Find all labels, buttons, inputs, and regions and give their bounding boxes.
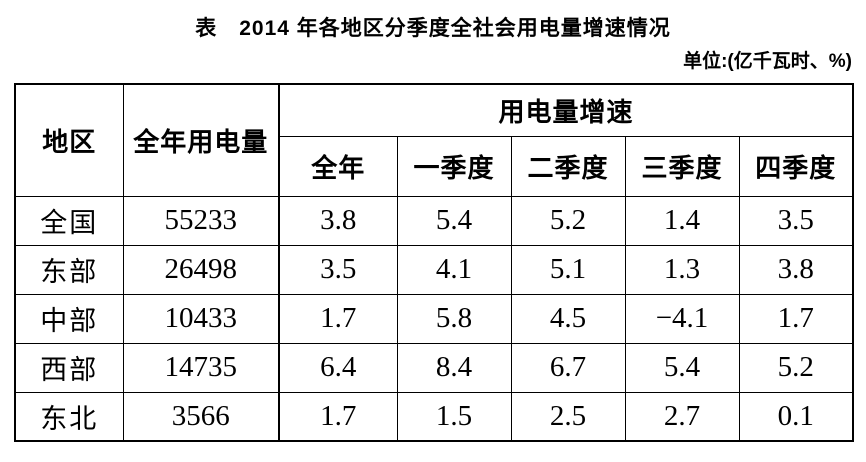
col-header-q1: 一季度 (396, 135, 512, 197)
cell-region: 全国 (14, 195, 124, 246)
table-row-national: 全国 55233 3.8 5.4 5.2 1.4 3.5 (14, 195, 854, 246)
col-header-q2: 二季度 (510, 135, 626, 197)
col-header-growth-annual: 全年 (278, 135, 398, 197)
unit-note: 单位:(亿千瓦时、%) (683, 51, 852, 72)
cell-growth-q4: 3.8 (738, 244, 854, 295)
cell-annual-consumption: 55233 (122, 195, 280, 246)
col-header-q3: 三季度 (624, 135, 740, 197)
col-header-q4: 四季度 (738, 135, 854, 197)
cell-growth-annual: 1.7 (278, 391, 398, 442)
cell-region: 中部 (14, 293, 124, 344)
col-header-growth-group: 用电量增速 (277, 83, 854, 137)
cell-growth-q1: 8.4 (396, 342, 512, 393)
cell-growth-q3: 1.3 (624, 244, 740, 295)
cell-growth-q4: 5.2 (738, 342, 854, 393)
cell-annual-consumption: 10433 (122, 293, 280, 344)
cell-growth-q3: 1.4 (624, 195, 740, 246)
cell-growth-q2: 5.1 (510, 244, 626, 295)
cell-growth-annual: 3.5 (278, 244, 398, 295)
cell-growth-q2: 6.7 (510, 342, 626, 393)
table-row-west: 西部 14735 6.4 8.4 6.7 5.4 5.2 (14, 342, 854, 393)
cell-growth-q3: 2.7 (624, 391, 740, 442)
col-header-region: 地区 (14, 83, 124, 197)
table-row-central: 中部 10433 1.7 5.8 4.5 −4.1 1.7 (14, 293, 854, 344)
cell-growth-q2: 2.5 (510, 391, 626, 442)
table-title: 表 2014 年各地区分季度全社会用电量增速情况 (195, 17, 671, 40)
cell-growth-q1: 4.1 (396, 244, 512, 295)
col-header-annual-consumption: 全年用电量 (122, 83, 280, 197)
cell-annual-consumption: 26498 (122, 244, 280, 295)
cell-region: 东部 (14, 244, 124, 295)
cell-growth-q4: 0.1 (738, 391, 854, 442)
cell-growth-q1: 1.5 (396, 391, 512, 442)
header-row-group: 地区 全年用电量 用电量增速 (14, 83, 854, 197)
cell-growth-q4: 3.5 (738, 195, 854, 246)
cell-growth-q1: 5.8 (396, 293, 512, 344)
cell-region: 东北 (14, 391, 124, 442)
cell-region: 西部 (14, 342, 124, 393)
electricity-consumption-table: 地区 全年用电量 用电量增速 全年 一季度 二季度 三季度 四季度 全国 552… (14, 83, 855, 442)
cell-growth-q4: 1.7 (738, 293, 854, 344)
cell-growth-q2: 4.5 (510, 293, 626, 344)
cell-annual-consumption: 14735 (122, 342, 280, 393)
table-row-northeast: 东北 3566 1.7 1.5 2.5 2.7 0.1 (14, 391, 854, 442)
cell-growth-q1: 5.4 (396, 195, 512, 246)
cell-growth-annual: 3.8 (278, 195, 398, 246)
table-row-east: 东部 26498 3.5 4.1 5.1 1.3 3.8 (14, 244, 854, 295)
cell-growth-annual: 6.4 (278, 342, 398, 393)
cell-annual-consumption: 3566 (122, 391, 280, 442)
cell-growth-q3: −4.1 (624, 293, 740, 344)
cell-growth-q2: 5.2 (510, 195, 626, 246)
cell-growth-q3: 5.4 (624, 342, 740, 393)
cell-growth-annual: 1.7 (278, 293, 398, 344)
